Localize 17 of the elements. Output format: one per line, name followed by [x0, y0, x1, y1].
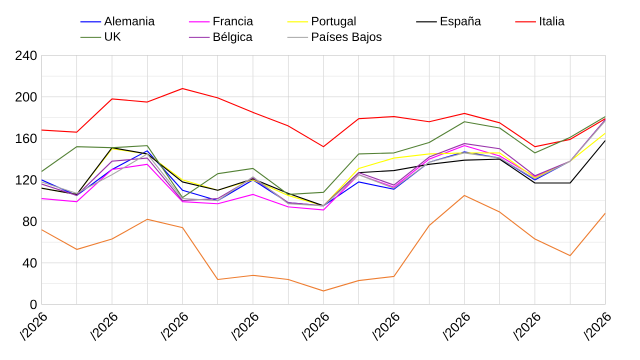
y-tick-label: 200 — [16, 92, 37, 102]
y-tick-label: 40 — [22, 258, 37, 268]
y-tick-label: 120 — [16, 175, 37, 185]
legend-label: Francia — [214, 16, 254, 26]
legend-label: UK — [105, 32, 121, 41]
legend-label: España — [440, 16, 482, 28]
y-tick-label: 160 — [16, 134, 37, 144]
legend-label: Países Bajos — [312, 32, 382, 44]
line-series — [42, 195, 606, 292]
y-tick-label: 0 — [30, 300, 37, 310]
line-series — [42, 88, 606, 148]
legend-label: Bélgica — [214, 32, 253, 44]
y-tick-label: 80 — [22, 216, 37, 226]
legend-label: Italia — [540, 16, 565, 26]
legend-label: Alemania — [104, 16, 155, 26]
y-tick-label: 240 — [16, 50, 37, 60]
legend-label: Portugal — [312, 16, 356, 28]
